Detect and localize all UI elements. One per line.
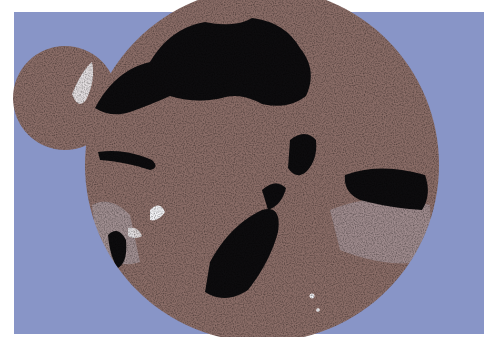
posterized-photo [13, 0, 484, 337]
photo-canvas [13, 0, 484, 337]
